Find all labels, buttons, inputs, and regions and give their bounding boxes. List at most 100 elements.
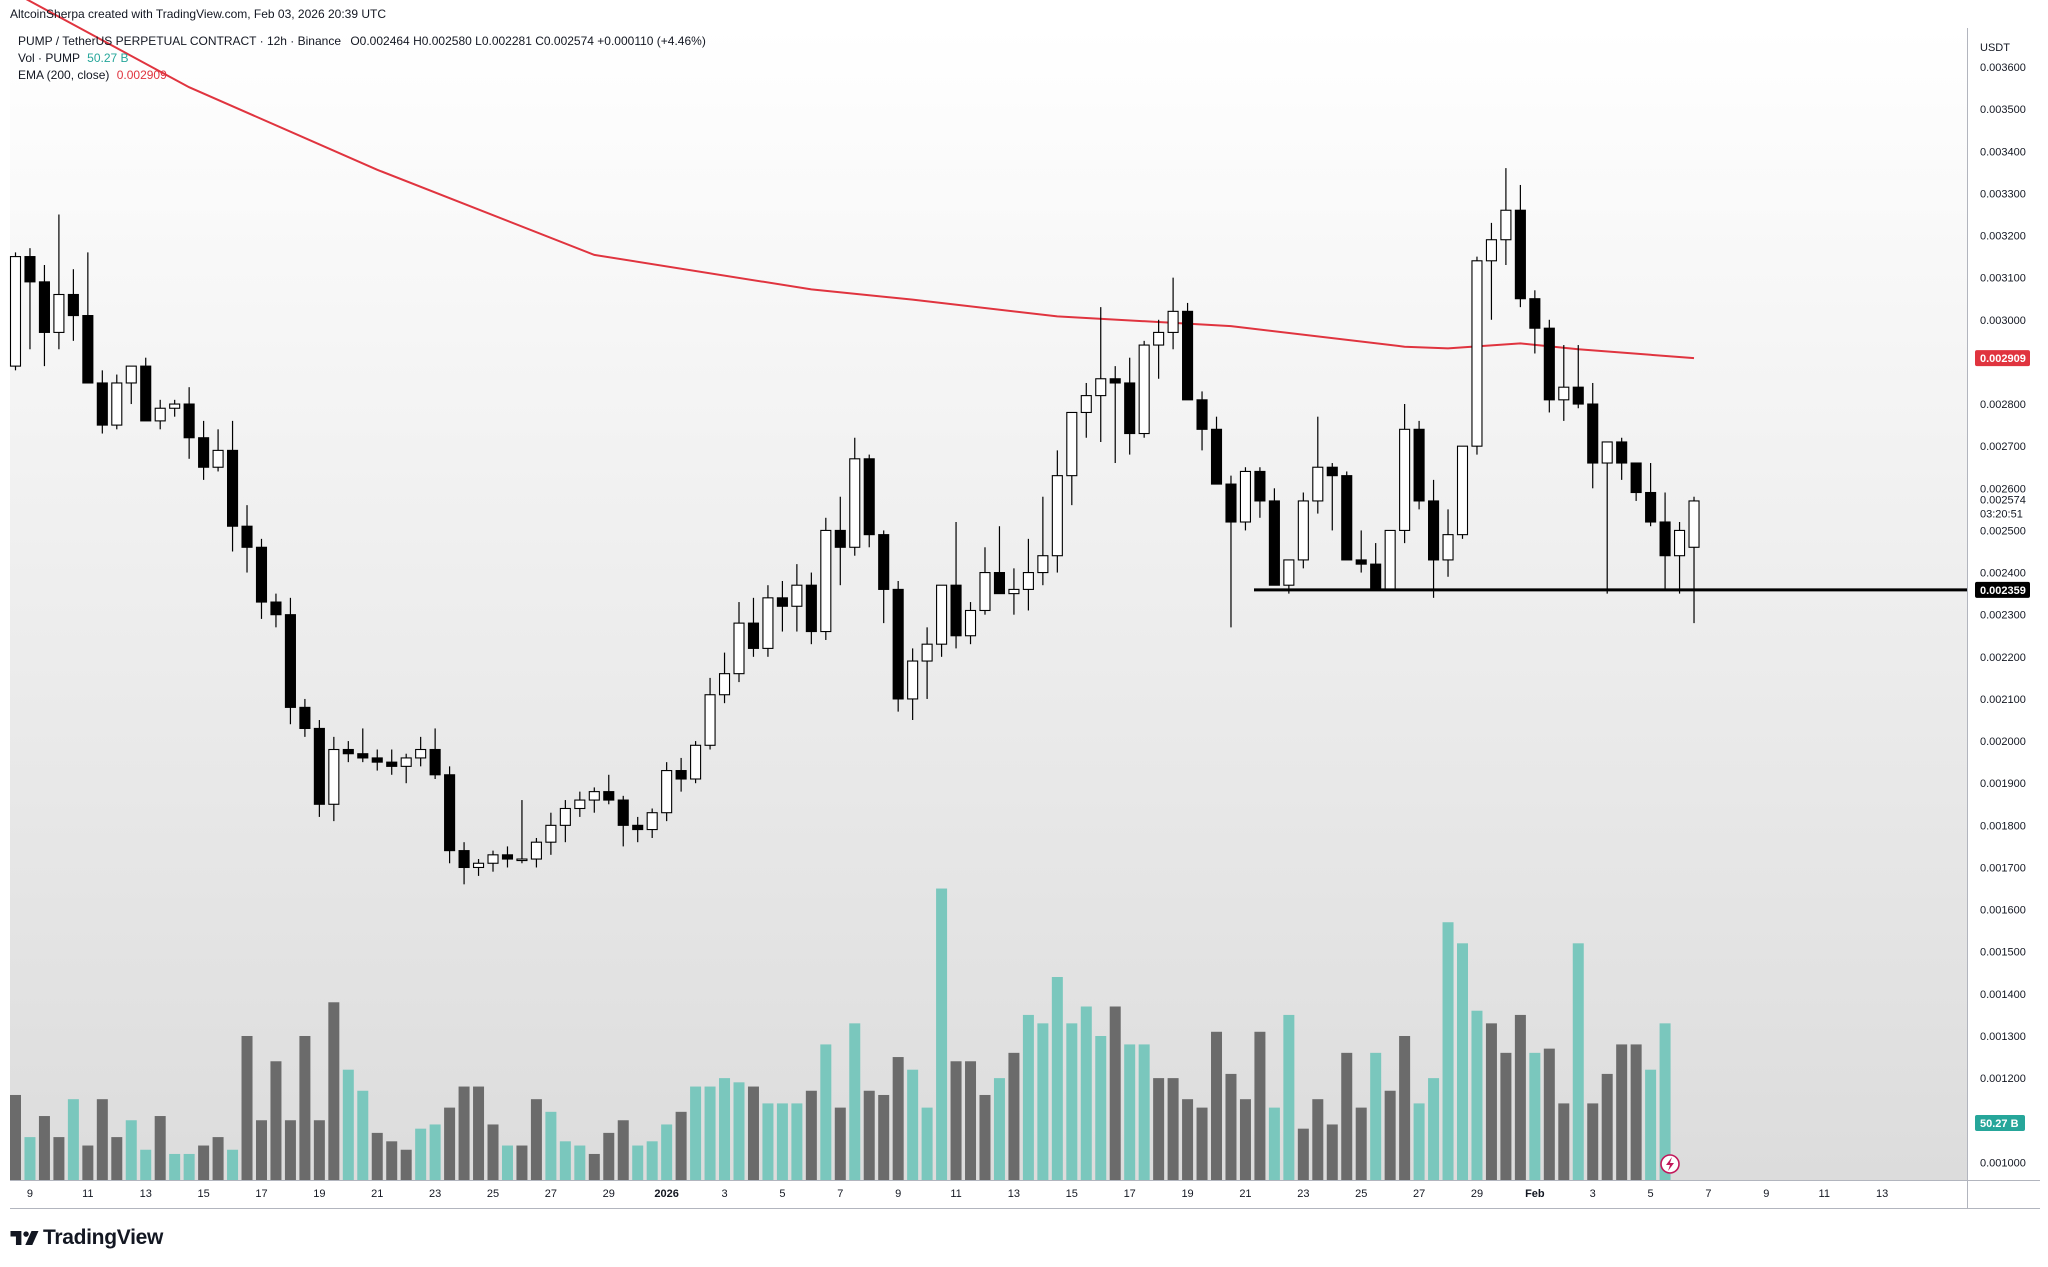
volume-bar: [227, 1149, 239, 1180]
ema-price-label: 0.002909: [1980, 353, 2026, 365]
candle-body: [1384, 529, 1396, 590]
volume-bar: [1601, 1073, 1613, 1180]
volume-bar: [1283, 1014, 1295, 1180]
candle-body: [1239, 470, 1251, 523]
time-tick-label: 23: [1297, 1188, 1309, 1200]
volume-bar: [516, 1145, 528, 1180]
candle-body: [545, 824, 557, 843]
time-tick-label: 2026: [654, 1188, 678, 1200]
time-tick-label: 5: [779, 1188, 785, 1200]
price-tick-label: 0.001800: [1980, 820, 2026, 832]
candle-body: [574, 799, 586, 810]
volume-bar: [24, 1137, 36, 1180]
candle-body: [964, 609, 977, 637]
volume-bar: [834, 1107, 846, 1180]
candle-body: [1080, 395, 1092, 414]
candle-body: [718, 673, 731, 696]
volume-bar: [1268, 1107, 1280, 1180]
volume-bar: [820, 1044, 832, 1180]
volume-bar: [342, 1069, 354, 1180]
price-tick-label: 0.003600: [1980, 62, 2026, 74]
volume-bar: [212, 1137, 224, 1180]
volume-bar: [1659, 1023, 1671, 1180]
candle-body: [805, 584, 817, 633]
candle-body: [169, 403, 181, 409]
volume-bar: [704, 1086, 716, 1180]
candle-body: [313, 727, 325, 805]
candle-body: [863, 458, 875, 536]
low-value: L0.002281: [475, 34, 532, 48]
price-axis[interactable]: 0.003600 0.003500 0.003400 0.003300 0.003200…: [1975, 42, 2030, 1169]
volume-bar: [1413, 1103, 1425, 1180]
candle-body: [1312, 466, 1324, 502]
volume-bar: [241, 1035, 253, 1180]
time-tick-label: 11: [82, 1188, 93, 1200]
volume-bar: [1254, 1031, 1266, 1180]
candle-body: [270, 601, 282, 616]
candle-body: [1456, 445, 1469, 536]
price-tick-label: 0.002000: [1980, 736, 2026, 748]
time-tick-label: 3: [721, 1188, 727, 1200]
symbol-legend[interactable]: PUMP / TetherUS PERPETUAL CONTRACT · 12h…: [18, 34, 706, 48]
volume-bar: [1457, 943, 1468, 1180]
candle-body: [979, 572, 991, 612]
price-tick-label: 0.002800: [1980, 399, 2026, 411]
volume-bar: [111, 1137, 123, 1180]
time-tick-label: 21: [371, 1188, 383, 1200]
volume-bar: [1630, 1044, 1642, 1180]
volume-bar: [603, 1132, 615, 1180]
volume-value: 50.27 B: [87, 51, 129, 65]
volume-bar: [1080, 1006, 1092, 1180]
time-axis[interactable]: 9 11 13 15 17 19 21 23 25 27 29 2026 3 5 7 9 11 13 15 17 19 2…: [27, 1188, 1888, 1200]
candle-body: [198, 437, 210, 468]
candle-body: [892, 588, 904, 700]
candle-body: [125, 365, 137, 384]
tradingview-logo[interactable]: TradingView: [10, 1226, 163, 1250]
time-tick-label: 13: [140, 1188, 152, 1200]
candle-body: [472, 862, 485, 869]
price-tick-label: 0.001700: [1980, 862, 2026, 874]
price-tick-label: 0.001400: [1980, 989, 2026, 1001]
price-tick-label: 0.001600: [1980, 905, 2026, 917]
candle-body: [255, 546, 268, 603]
candle-body: [1066, 411, 1078, 477]
volume-bar: [1225, 1073, 1237, 1180]
candle-body: [501, 854, 514, 860]
candle-body: [1196, 399, 1208, 430]
candle-body: [1283, 559, 1295, 586]
candle-body: [183, 403, 195, 439]
candle-body: [950, 584, 962, 637]
volume-bar: [993, 1078, 1005, 1180]
volume-bar: [444, 1107, 456, 1180]
volume-legend[interactable]: Vol · PUMP 50.27 B: [18, 51, 129, 65]
volume-bar: [1399, 1035, 1411, 1180]
volume-bar: [1587, 1103, 1599, 1180]
ema-label[interactable]: EMA (200, close): [18, 68, 110, 82]
candle-body: [1254, 470, 1266, 502]
volume-bar: [1037, 1023, 1049, 1180]
lightning-icon[interactable]: [1660, 1154, 1680, 1174]
candle-body: [632, 824, 644, 831]
volume-bar: [1514, 1014, 1526, 1180]
candle-body: [1225, 483, 1237, 523]
volume-bar: [907, 1069, 919, 1180]
price-tick-label: 0.003300: [1980, 188, 2026, 200]
ema-legend[interactable]: EMA (200, close) 0.002909: [18, 68, 167, 82]
candle-body: [1095, 378, 1107, 397]
volume-bar: [1196, 1107, 1208, 1180]
time-tick-label: 17: [255, 1188, 267, 1200]
volume-bar: [67, 1099, 79, 1180]
candle-body: [1326, 466, 1338, 477]
volume-bar: [299, 1035, 311, 1180]
symbol-title[interactable]: PUMP / TetherUS PERPETUAL CONTRACT · 12h…: [18, 34, 341, 48]
volume-bar: [169, 1153, 181, 1180]
volume-bar: [878, 1094, 890, 1180]
candle-body: [762, 597, 774, 649]
open-value: O0.002464: [350, 34, 410, 48]
time-tick-label: 11: [1819, 1188, 1830, 1200]
candle-body: [67, 293, 79, 317]
volume-label[interactable]: Vol · PUMP: [18, 51, 80, 65]
price-tick-label: 0.002100: [1980, 694, 2026, 706]
candle-body: [1182, 310, 1194, 401]
